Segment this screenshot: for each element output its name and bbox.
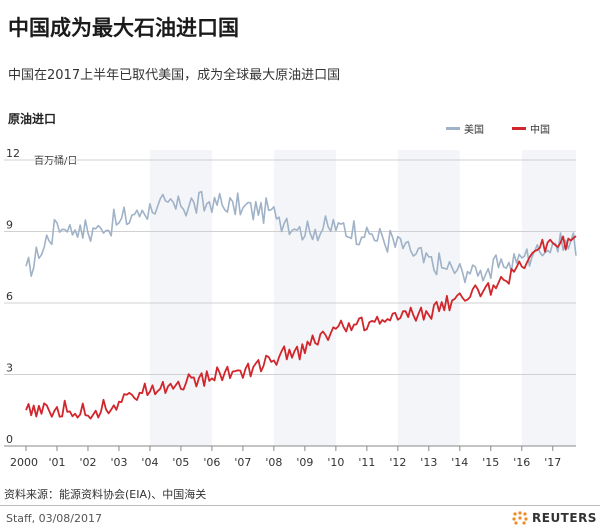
chart-subtitle: 中国在2017上半年已取代美国，成为全球最大原油进口国	[8, 68, 341, 83]
legend-swatch-china	[512, 127, 526, 130]
x-tick-label-11: '11	[358, 456, 375, 469]
chart-title: 中国成为最大石油进口国	[8, 16, 239, 40]
legend-label-us: 美国	[464, 125, 484, 136]
legend-swatch-us	[446, 127, 460, 130]
series-line-us	[25, 190, 577, 284]
x-tick-label-17: '17	[544, 456, 561, 469]
legend-label-china: 中国	[530, 125, 550, 136]
unit-label: 百万桶/日	[34, 156, 78, 167]
legend-item-us: 美国	[446, 121, 484, 136]
x-tick-label-13: '13	[420, 456, 437, 469]
shading-band-2012	[397, 150, 460, 446]
credit-line: Staff, 03/08/2017	[6, 512, 103, 525]
x-tick-label-8: '08	[265, 456, 282, 469]
shading-band-2016	[521, 150, 576, 446]
y-tick-label-12: 12	[6, 147, 20, 160]
reuters-dots-icon	[512, 511, 528, 525]
x-tick-label-4: '04	[141, 456, 158, 469]
x-tick-label-5: '05	[172, 456, 189, 469]
x-tick-label-6: '06	[203, 456, 220, 469]
shading-band-2008	[273, 150, 336, 446]
x-tick-label-15: '15	[482, 456, 499, 469]
x-tick-label-3: '03	[110, 456, 127, 469]
x-tick-label-10: '10	[327, 456, 344, 469]
x-tick-label-2: '02	[79, 456, 96, 469]
series-line-china	[25, 235, 577, 420]
x-tick-label-12: '12	[389, 456, 406, 469]
x-tick-label-16: '16	[513, 456, 530, 469]
x-tick-label-1: '01	[48, 456, 65, 469]
x-tick-label-14: '14	[451, 456, 468, 469]
chart-area: 0 3 6 9 12 2000 '01 '02 '03 '04 '05 '06 '07 '08 '09 '10…	[4, 147, 577, 469]
reuters-logo: REUTERS	[512, 511, 597, 525]
footer-divider	[0, 505, 600, 506]
y-tick-label-9: 9	[6, 219, 13, 232]
y-axis-label: 原油进口	[8, 112, 57, 126]
x-tick-label-9: '09	[296, 456, 313, 469]
y-tick-label-6: 6	[6, 290, 13, 303]
x-tick-label-7: '07	[234, 456, 251, 469]
x-tick-label-0: 2000	[10, 456, 38, 469]
source-note: 资料来源：能源资料协会(EIA)、中国海关	[4, 488, 207, 501]
reuters-wordmark: REUTERS	[532, 511, 597, 525]
y-tick-label-0: 0	[6, 433, 13, 446]
y-tick-label-3: 3	[6, 362, 13, 375]
legend-item-china: 中国	[512, 121, 550, 136]
